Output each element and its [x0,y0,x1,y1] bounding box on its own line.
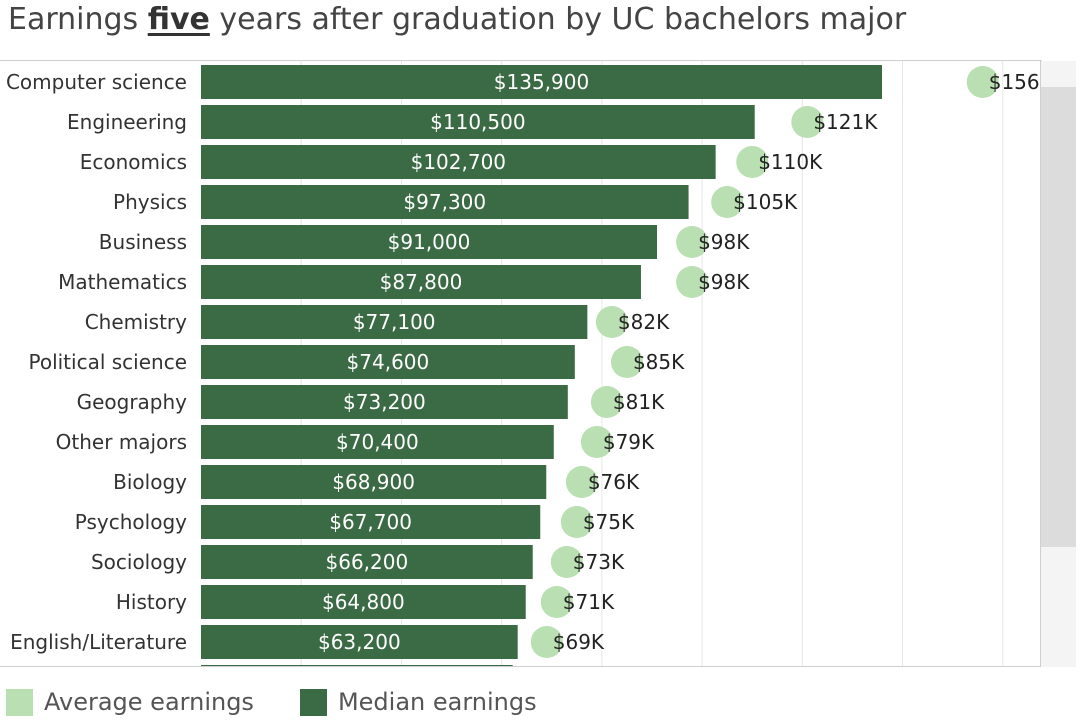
median-bar [201,465,547,499]
average-value-label: $98K [698,230,750,254]
legend-label-median: Median earnings [337,688,537,716]
legend-item-median[interactable]: Median earnings [299,688,537,716]
legend-swatch-average [6,688,33,716]
median-value-label: $91,000 [388,230,471,254]
median-bar [201,105,755,139]
average-dot [560,506,593,538]
chart-title-emphasis: five [147,2,210,37]
average-value-label: $156K [989,70,1040,94]
median-value-label: $77,100 [353,310,436,334]
average-dot [590,386,623,418]
chart-top-divider [0,60,1042,61]
average-dot [530,626,563,658]
bar-chart: Computer science $135,900 $156K Engineering… [6,61,1040,667]
median-bar [201,585,526,619]
average-dot [711,186,744,218]
average-dot [676,266,709,298]
category-label: Psychology [75,510,187,534]
median-value-label: $64,800 [322,590,405,614]
category-label: Economics [80,150,187,174]
average-value-label: $76K [588,470,640,494]
median-value-label: $135,900 [494,70,589,94]
average-dot [565,466,598,498]
category-label: Biology [113,470,187,494]
chart-right-divider [1040,61,1041,667]
median-value-label: $87,800 [380,270,463,294]
median-bar [201,225,658,259]
average-dot [595,306,628,338]
median-value-label: $66,200 [326,550,409,574]
average-value-label: $82K [618,310,670,334]
average-value-label: $81K [613,390,665,414]
median-bar [201,305,588,339]
category-label: English/Literature [10,630,187,654]
median-bar [201,345,575,379]
median-bar [201,425,554,459]
chart-title-suffix: years after graduation by UC bachelors m… [209,2,907,37]
average-value-label: $75K [583,510,635,534]
median-bar [201,185,689,219]
average-value-label: $73K [573,550,625,574]
average-value-label: $69K [553,630,605,654]
average-dot [540,586,573,618]
scrollbar-thumb[interactable] [1041,87,1076,547]
median-value-label: $63,200 [318,630,401,654]
average-value-label: $110K [758,150,823,174]
average-value-label: $105K [733,190,798,214]
category-label: Geography [77,390,188,414]
average-value-label: $79K [603,430,655,454]
median-value-label: $110,500 [430,110,525,134]
average-dot [791,106,824,138]
median-bar [201,65,882,99]
category-label: Business [99,230,187,254]
median-bar [201,265,641,299]
average-dot [580,426,613,458]
median-bar [201,385,568,419]
category-label: Political science [28,350,187,374]
average-value-label: $121K [813,110,878,134]
category-label: Physics [113,190,187,214]
legend-swatch-median [299,688,327,716]
median-value-label: $74,600 [347,350,430,374]
legend-label-average: Average earnings [44,688,254,716]
median-value-label: $68,900 [332,470,415,494]
average-value-label: $71K [563,590,615,614]
chart-panel[interactable]: Computer science $135,900 $156K Engineering… [0,61,1040,667]
average-value-label: $98K [698,270,750,294]
median-value-label: $97,300 [403,190,486,214]
legend: Average earnings Median earnings [6,688,583,716]
median-value-label: $102,700 [411,150,506,174]
chart-title: Earnings five years after graduation by … [8,2,906,37]
average-dot [550,546,583,578]
median-value-label: $73,200 [343,390,426,414]
median-bar [201,505,541,539]
vertical-scrollbar[interactable] [1041,61,1076,667]
category-label: Mathematics [58,270,187,294]
median-bar [201,545,533,579]
chart-title-prefix: Earnings [8,2,148,37]
median-bar [201,625,518,659]
category-label: Engineering [67,110,187,134]
average-dot [736,146,769,178]
category-label: Sociology [91,550,187,574]
average-dot [966,66,999,98]
chart-bottom-divider [0,666,1042,667]
median-bar [201,145,716,179]
average-value-label: $85K [633,350,685,374]
legend-item-average[interactable]: Average earnings [6,688,254,716]
median-value-label: $67,700 [329,510,412,534]
category-label: Computer science [6,70,187,94]
category-label: Chemistry [85,310,187,334]
median-value-label: $70,400 [336,430,419,454]
category-label: History [116,590,187,614]
category-label: Other majors [56,430,187,454]
average-dot [676,226,709,258]
average-dot [610,346,643,378]
